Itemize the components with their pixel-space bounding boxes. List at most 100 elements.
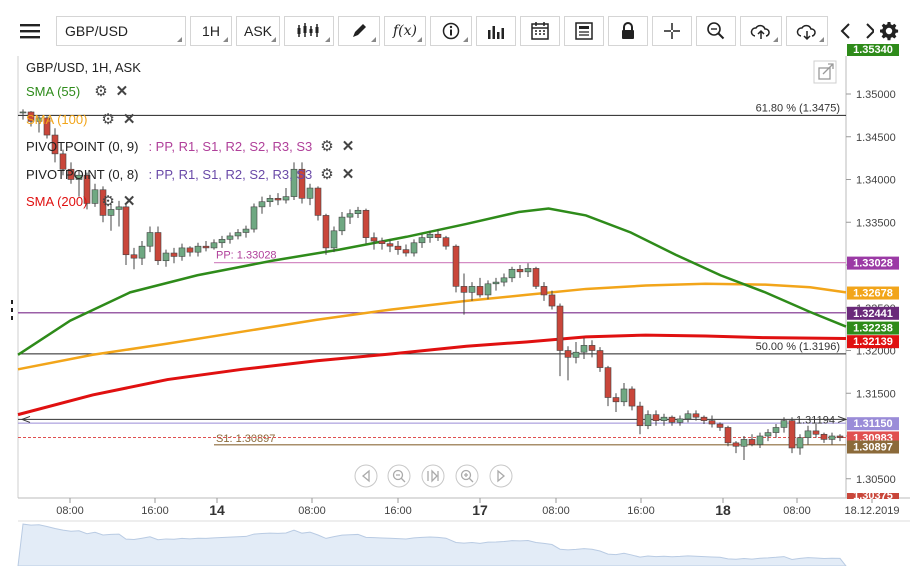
candle bbox=[338, 211, 346, 236]
candle-body bbox=[484, 283, 492, 296]
close-icon[interactable]: ✕ bbox=[341, 138, 355, 155]
gear-icon[interactable]: ⚙ bbox=[101, 111, 115, 128]
close-icon[interactable]: ✕ bbox=[341, 166, 355, 183]
candle-body bbox=[67, 168, 75, 180]
gear-icon[interactable]: ⚙ bbox=[320, 166, 334, 183]
candle bbox=[724, 425, 732, 447]
pivot-purple-tag bbox=[847, 306, 899, 320]
close-icon[interactable]: ✕ bbox=[122, 193, 136, 210]
candle bbox=[99, 186, 107, 223]
news-button[interactable] bbox=[564, 16, 604, 46]
close-icon[interactable]: ✕ bbox=[115, 83, 129, 100]
calendar-button[interactable] bbox=[520, 16, 560, 46]
zoom-in-button[interactable] bbox=[455, 464, 479, 488]
sma55-tag-text: 1.32238 bbox=[853, 323, 893, 335]
dropdown-corner-icon bbox=[819, 37, 824, 42]
candle bbox=[51, 128, 59, 163]
candle-body bbox=[298, 168, 306, 199]
volume-button[interactable] bbox=[476, 16, 516, 46]
close-icon[interactable]: ✕ bbox=[122, 111, 136, 128]
dropdown-corner-icon bbox=[773, 37, 778, 42]
candle bbox=[290, 162, 298, 201]
price-type-select[interactable]: ASK bbox=[236, 16, 280, 46]
zoom-icon bbox=[707, 22, 725, 40]
candle bbox=[426, 230, 434, 243]
gear-icon[interactable]: ⚙ bbox=[101, 193, 115, 210]
upload-button[interactable] bbox=[740, 16, 782, 46]
candle bbox=[564, 346, 572, 381]
zoom-button[interactable] bbox=[696, 16, 736, 46]
candle bbox=[122, 203, 130, 265]
current-price-tag-text: 1.31150 bbox=[853, 418, 892, 430]
crosshair-button[interactable] bbox=[652, 16, 692, 46]
candle-body bbox=[652, 414, 660, 421]
navigator[interactable] bbox=[17, 520, 910, 566]
timeframe-select[interactable]: 1H bbox=[190, 16, 232, 46]
candle-body bbox=[362, 209, 370, 238]
chart-type-button[interactable] bbox=[284, 16, 334, 46]
candle bbox=[202, 241, 210, 252]
nav-next-button[interactable] bbox=[489, 464, 513, 488]
pivot-s1-tag-text: 1.30897 bbox=[853, 442, 893, 454]
candle bbox=[186, 246, 194, 257]
candle bbox=[508, 266, 516, 283]
candle-body bbox=[612, 397, 620, 403]
horizontal-levels: 61.80 % (1.3475) 50.00 % (1.3196) PP: 1.33… bbox=[18, 102, 848, 446]
scroll-left-button[interactable] bbox=[832, 16, 858, 46]
candle-body bbox=[306, 187, 314, 199]
candle bbox=[442, 235, 450, 250]
candle-body bbox=[748, 439, 756, 445]
candle-body bbox=[178, 247, 186, 257]
gear-icon[interactable]: ⚙ bbox=[320, 138, 334, 155]
candle-body bbox=[51, 134, 59, 155]
bar-chart-icon bbox=[488, 26, 504, 39]
candle bbox=[580, 337, 588, 360]
candle bbox=[804, 425, 812, 445]
candle bbox=[298, 162, 306, 204]
legend-title-text: GBP/USD, 1H, ASK bbox=[26, 59, 141, 75]
legend-sma100-label: SMA (100) bbox=[26, 111, 88, 127]
dropdown-corner-icon bbox=[177, 37, 182, 42]
indicators-button[interactable]: f(x) bbox=[384, 16, 426, 46]
candle bbox=[210, 239, 218, 250]
dropdown-corner-icon bbox=[325, 37, 330, 42]
info-button[interactable] bbox=[430, 16, 472, 46]
legend-pivot2-levels: : PP, R1, S1, R2, S2, R3, S3 bbox=[148, 166, 313, 182]
candle-body bbox=[764, 432, 772, 437]
candle-body bbox=[740, 439, 748, 447]
candle bbox=[59, 149, 67, 176]
candle bbox=[386, 239, 394, 253]
sma100-tag bbox=[847, 286, 899, 300]
zoom-out-button[interactable] bbox=[387, 464, 411, 488]
candle-body bbox=[780, 420, 788, 428]
price-tick-label: 1.33500 bbox=[856, 217, 896, 229]
candle-body bbox=[500, 277, 508, 283]
candle-body bbox=[460, 286, 468, 293]
lock-button[interactable] bbox=[608, 16, 648, 46]
candle-body bbox=[692, 413, 700, 418]
candle-body bbox=[354, 209, 362, 214]
settings-button[interactable] bbox=[874, 16, 904, 46]
time-tick-label: 18.12.2019 bbox=[844, 505, 899, 517]
download-button[interactable] bbox=[786, 16, 828, 46]
candle-body bbox=[700, 416, 708, 421]
draw-tool-button[interactable] bbox=[338, 16, 380, 46]
candle bbox=[828, 432, 836, 445]
candle bbox=[836, 434, 844, 442]
gear-icon[interactable]: ⚙ bbox=[94, 83, 108, 100]
candle-body bbox=[442, 237, 450, 247]
gear-icon bbox=[880, 22, 899, 41]
candle-body bbox=[202, 245, 210, 249]
time-tick-label: 08:00 bbox=[298, 505, 326, 517]
candle-body bbox=[836, 435, 844, 439]
hamburger-menu-button[interactable] bbox=[12, 16, 48, 46]
candle-body bbox=[804, 430, 812, 439]
nav-prev-button[interactable] bbox=[354, 464, 378, 488]
candle bbox=[492, 277, 500, 291]
time-tick-label: 16:00 bbox=[627, 505, 655, 517]
candle-body bbox=[234, 232, 242, 237]
nav-end-button[interactable] bbox=[421, 464, 445, 488]
symbol-select[interactable]: GBP/USD bbox=[56, 16, 186, 46]
candle-body bbox=[580, 345, 588, 353]
